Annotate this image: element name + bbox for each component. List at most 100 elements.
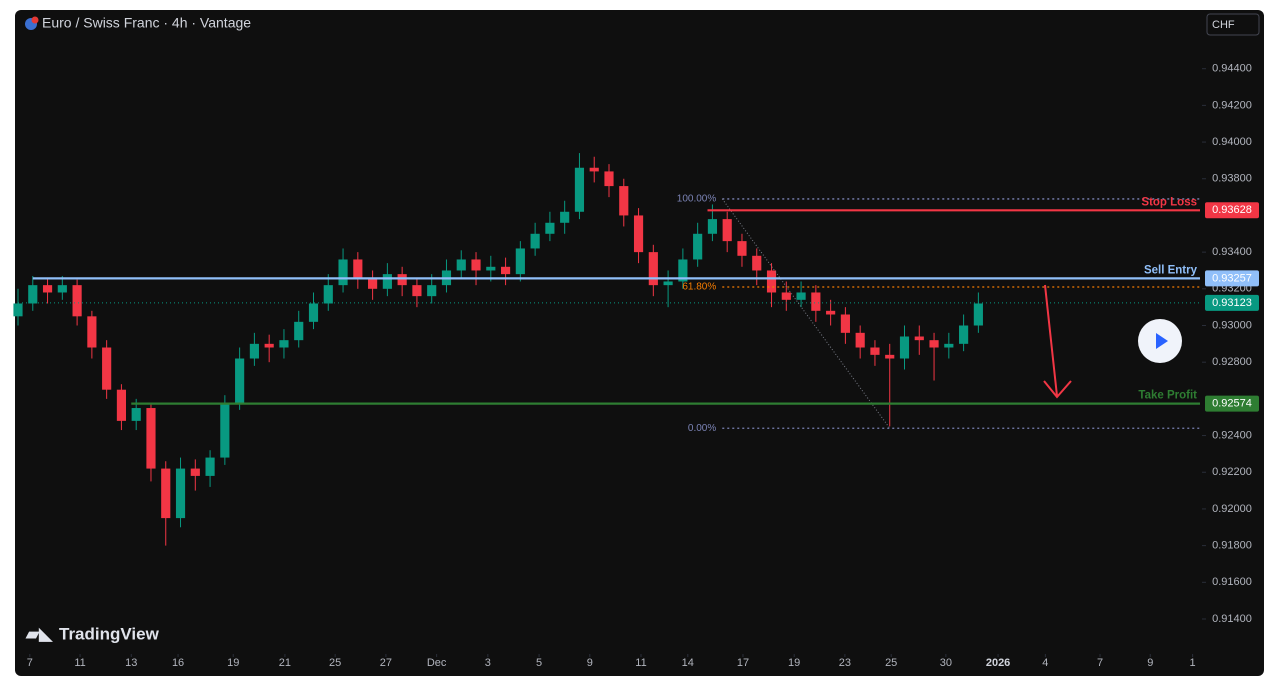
candle-body <box>752 255 762 271</box>
candle-body <box>648 252 658 286</box>
x-tick-label: 3 <box>485 657 491 669</box>
x-tick-label: 1 <box>1190 657 1196 669</box>
candle-body <box>737 241 747 256</box>
candle-body <box>412 285 422 297</box>
candle-body <box>515 248 525 275</box>
x-tick-label: 27 <box>380 657 392 669</box>
candle-body <box>175 468 186 519</box>
y-tick-label: 0.94200 <box>1212 99 1252 111</box>
candle-body <box>294 321 304 341</box>
candle-body <box>264 343 274 348</box>
level-tag-label: 0.93257 <box>1212 272 1252 284</box>
candle-body <box>471 259 481 271</box>
x-tick-label: 2026 <box>986 657 1010 669</box>
x-tick-label: 25 <box>329 657 341 669</box>
candle-body <box>146 408 156 469</box>
candle-body <box>235 358 245 403</box>
candle-body <box>368 277 378 289</box>
x-tick-label: 19 <box>788 657 800 669</box>
candle-body <box>338 259 348 286</box>
level-tag-label: 0.92574 <box>1212 398 1252 410</box>
candle-body <box>190 468 200 476</box>
candle-body <box>87 316 97 348</box>
candle-body <box>530 233 540 249</box>
brand-logo: ▰◣ <box>25 624 53 643</box>
x-tick-label: 14 <box>682 657 694 669</box>
level-name: Take Profit <box>1138 390 1197 402</box>
symbol-icon-flag <box>31 16 39 24</box>
candle-body <box>619 186 629 216</box>
fib-label: 61.80% <box>682 282 716 293</box>
candle-body <box>811 292 821 311</box>
x-tick-label: 11 <box>74 657 85 669</box>
plot-layer: 100.00% 61.80% 0.00% <box>13 153 1200 546</box>
x-tick-label: 13 <box>125 657 137 669</box>
x-tick-label: 7 <box>27 657 33 669</box>
y-tick-label: 0.91400 <box>1212 613 1252 625</box>
candle-body <box>456 259 466 271</box>
fib-label: 0.00% <box>688 423 716 434</box>
currency-button[interactable] <box>1206 13 1260 36</box>
candle-body <box>929 340 939 348</box>
level-tag-label: 0.93628 <box>1212 204 1252 216</box>
candle-body <box>885 354 895 359</box>
y-tick-label: 0.91800 <box>1212 540 1252 552</box>
candle-body <box>57 285 67 293</box>
y-tick-label: 0.91600 <box>1212 576 1252 588</box>
candle-body <box>353 259 363 278</box>
candle-body <box>397 274 407 286</box>
chart-title: Euro / Swiss Franc · 4h · Vantage <box>42 15 251 31</box>
play-icon[interactable] <box>1156 333 1168 349</box>
y-tick-label: 0.92200 <box>1212 466 1252 478</box>
candle-body <box>42 285 53 293</box>
candle-body <box>500 266 511 275</box>
candle-body <box>604 171 614 187</box>
x-tick-label: 30 <box>940 657 952 669</box>
candle-body <box>116 389 127 421</box>
candle-body <box>308 303 319 322</box>
level-name: Sell Entry <box>1144 264 1198 276</box>
candle-body <box>796 292 806 300</box>
candle-body <box>870 347 880 355</box>
candle-body <box>560 211 570 223</box>
candle-body <box>663 281 673 286</box>
candle-body <box>899 336 910 359</box>
x-tick-label: 9 <box>587 657 593 669</box>
x-tick-label: 21 <box>279 657 291 669</box>
candle-body <box>959 325 969 344</box>
arrow-annotation <box>1043 284 1072 399</box>
candle-body <box>205 457 215 476</box>
candle-body <box>131 408 141 421</box>
x-tick-label: 17 <box>737 657 749 669</box>
candle-body <box>693 233 703 260</box>
candle-body <box>427 285 437 297</box>
fib-trend <box>721 198 891 429</box>
candle-body <box>545 222 555 234</box>
current-price-tag <box>1205 294 1259 311</box>
candle-body <box>589 167 599 172</box>
candle-body <box>855 332 865 348</box>
currency-label[interactable]: CHF <box>1212 19 1235 31</box>
candle-body <box>28 285 38 304</box>
grid-layer <box>29 68 1206 657</box>
candle-body <box>633 215 644 253</box>
candle-body <box>781 292 791 300</box>
x-tick-label: 19 <box>227 657 239 669</box>
candle-body <box>382 274 392 289</box>
candle-body <box>678 259 688 282</box>
candle-body <box>249 343 259 359</box>
candle-body <box>72 285 82 317</box>
candle-body <box>220 402 230 458</box>
candle-body <box>323 285 333 304</box>
candle-body <box>973 303 983 326</box>
candle-body <box>766 270 777 293</box>
candle-body <box>13 303 23 317</box>
candle-body <box>944 343 954 348</box>
candle-body <box>574 167 585 212</box>
y-tick-label: 0.93000 <box>1212 319 1252 331</box>
candle-body <box>826 310 836 315</box>
brand-name: TradingView <box>59 624 160 643</box>
y-tick-label: 0.94400 <box>1212 63 1252 75</box>
